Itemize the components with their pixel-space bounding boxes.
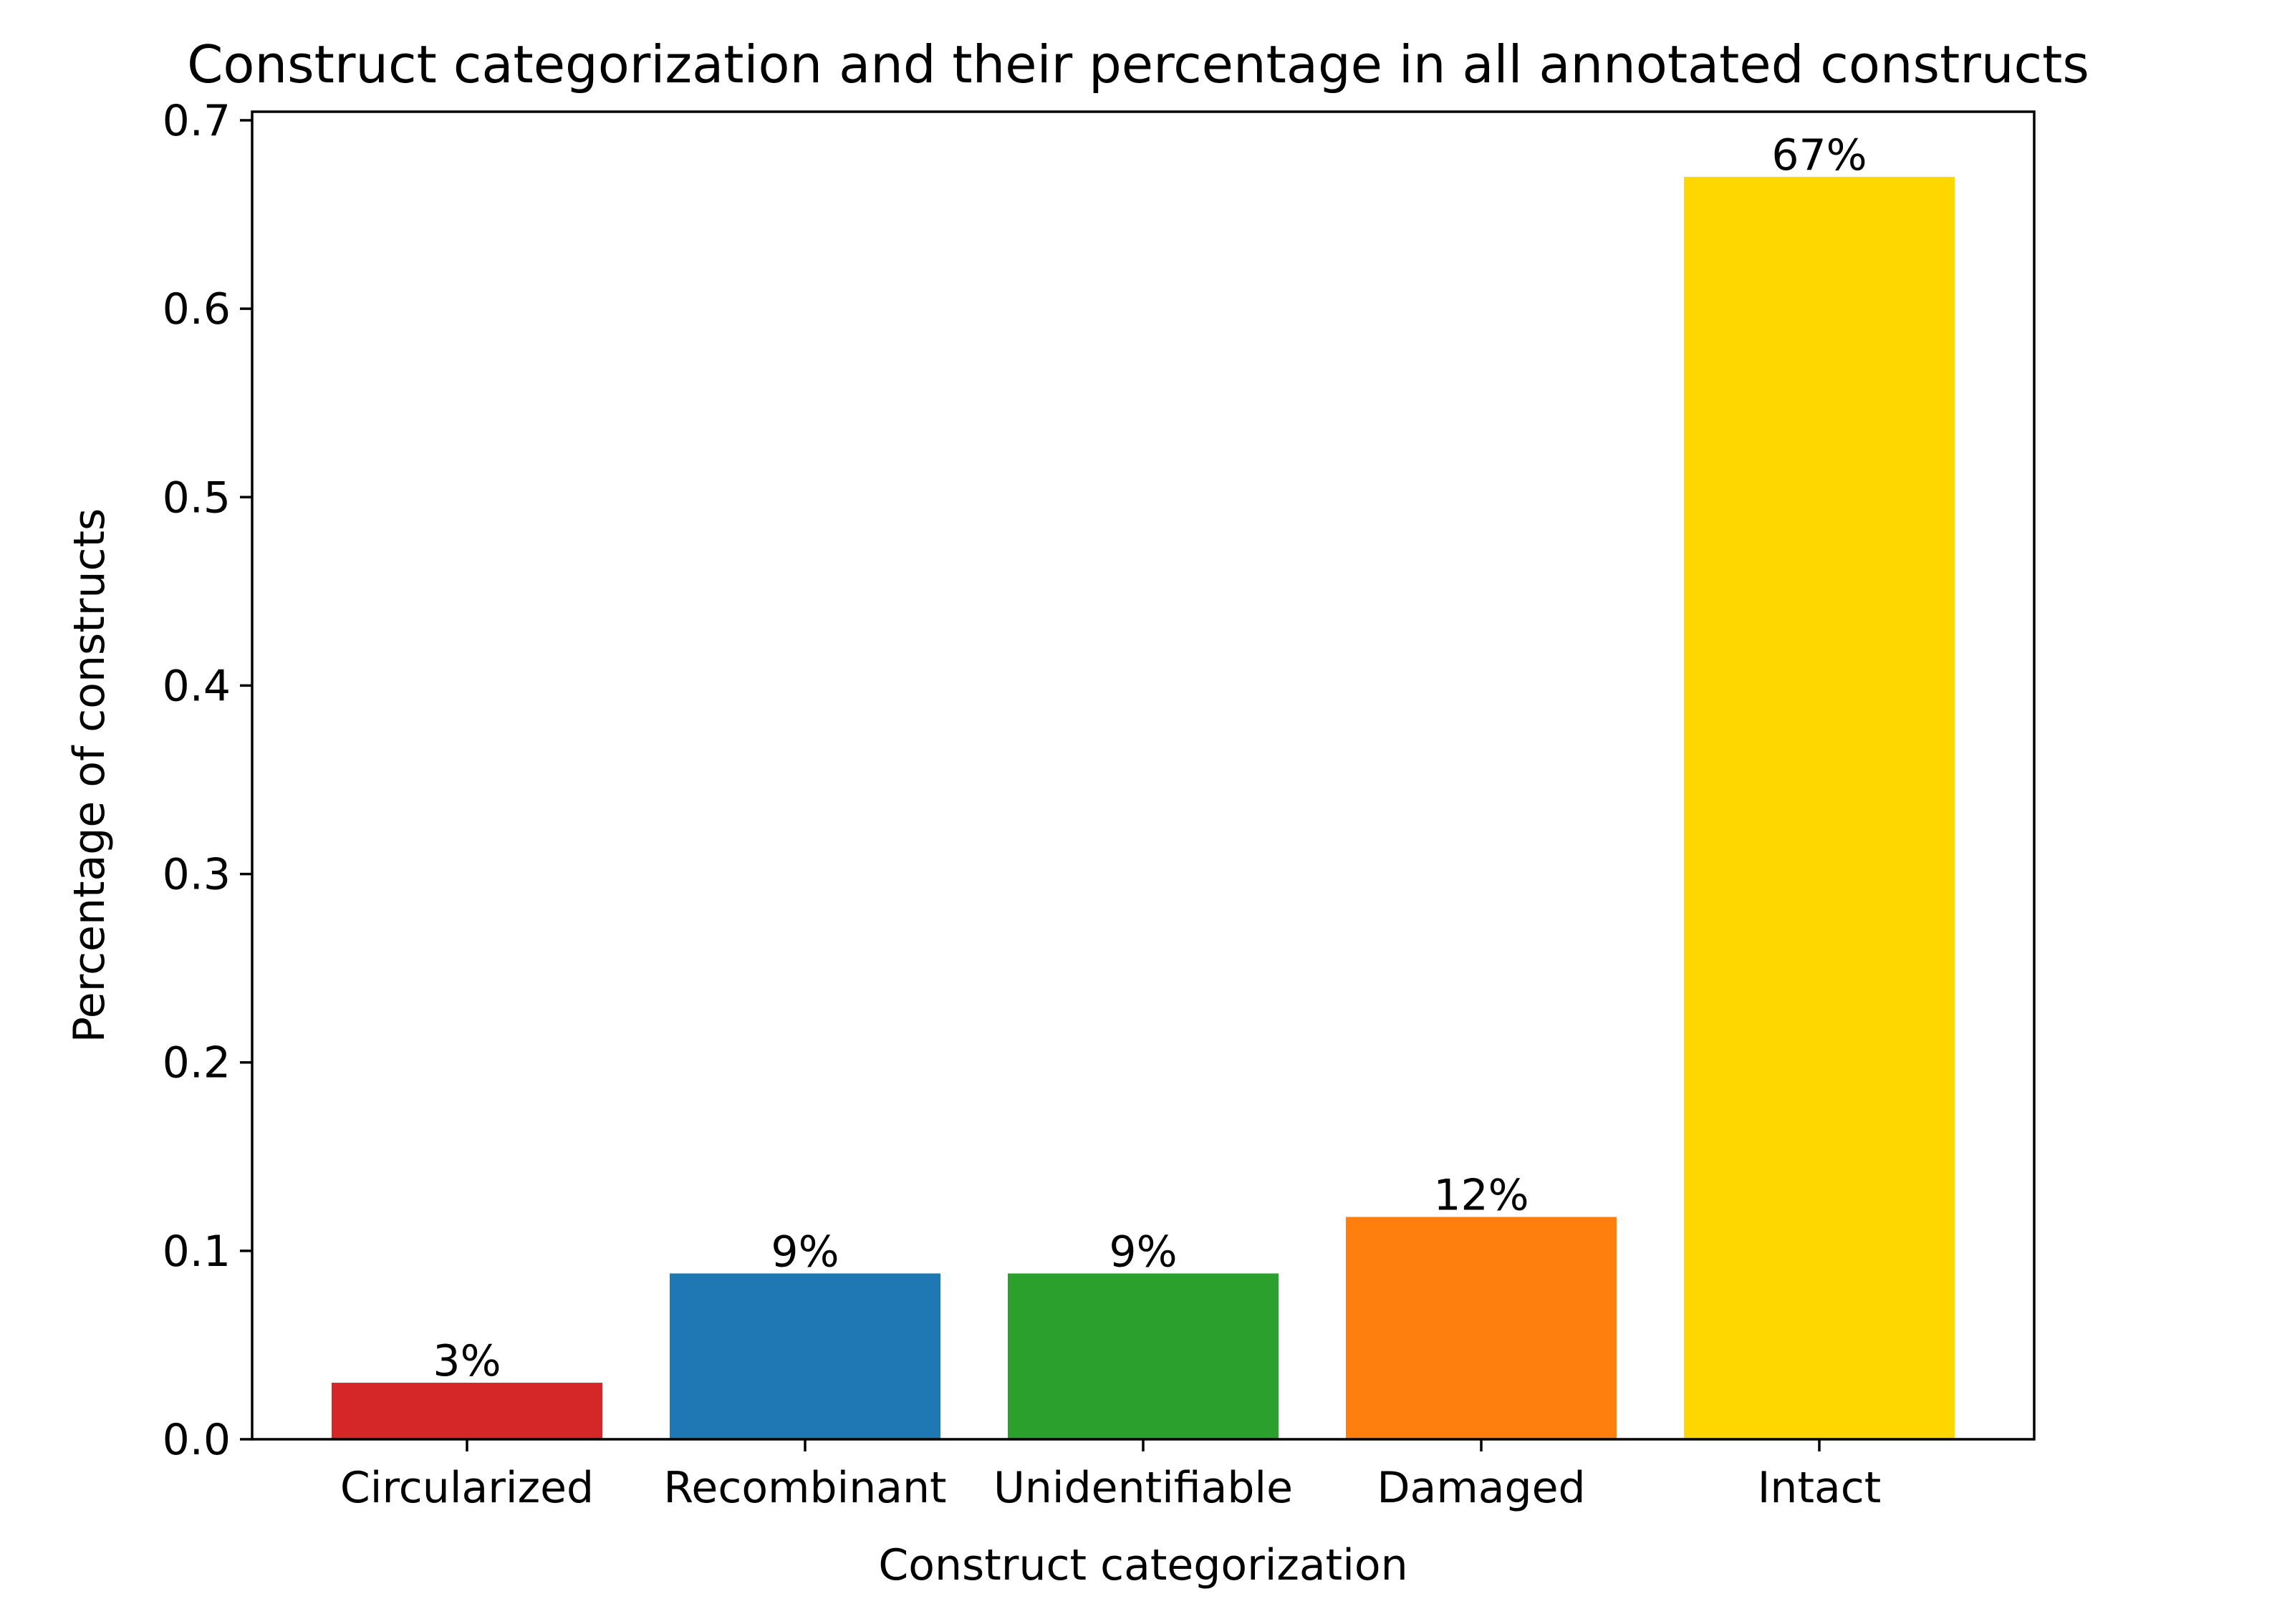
data-label-damaged: 12% xyxy=(1433,1170,1529,1220)
y-tick-label: 0.2 xyxy=(163,1038,231,1088)
bar-circularized xyxy=(332,1383,602,1439)
bar-damaged xyxy=(1346,1217,1617,1439)
y-tick-label: 0.3 xyxy=(163,850,231,900)
y-tick-label: 0.1 xyxy=(163,1227,231,1277)
x-tick-label-recombinant: Recombinant xyxy=(663,1463,946,1513)
chart-title: Construct categorization and their perce… xyxy=(187,34,2089,95)
bar-intact xyxy=(1684,176,1955,1439)
y-tick-label: 0.7 xyxy=(163,96,231,146)
bar-unidentifiable xyxy=(1008,1273,1279,1439)
y-axis: 0.0 0.1 0.2 0.3 0.4 0.5 0.6 0.7 xyxy=(163,96,252,1465)
y-tick-label: 0.5 xyxy=(163,473,231,523)
data-label-recombinant: 9% xyxy=(771,1227,839,1277)
data-label-circularized: 3% xyxy=(433,1336,501,1386)
data-label-intact: 67% xyxy=(1771,130,1867,180)
y-tick-label: 0.4 xyxy=(163,661,231,711)
y-tick-label: 0.0 xyxy=(163,1415,231,1465)
x-tick-label-damaged: Damaged xyxy=(1377,1463,1585,1513)
y-tick-label: 0.6 xyxy=(163,284,231,334)
data-label-unidentifiable: 9% xyxy=(1109,1227,1177,1277)
x-tick-label-unidentifiable: Unidentifiable xyxy=(993,1463,1293,1513)
y-axis-label: Percentage of constructs xyxy=(64,508,115,1043)
plot-area: 3% 9% 9% 12% 67% xyxy=(332,130,1955,1439)
x-tick-label-intact: Intact xyxy=(1758,1463,1882,1513)
x-axis: Circularized Recombinant Unidentifiable Dam… xyxy=(340,1439,1881,1513)
bar-recombinant xyxy=(670,1273,940,1439)
x-tick-label-circularized: Circularized xyxy=(340,1463,594,1513)
x-axis-label: Construct categorization xyxy=(878,1540,1407,1590)
